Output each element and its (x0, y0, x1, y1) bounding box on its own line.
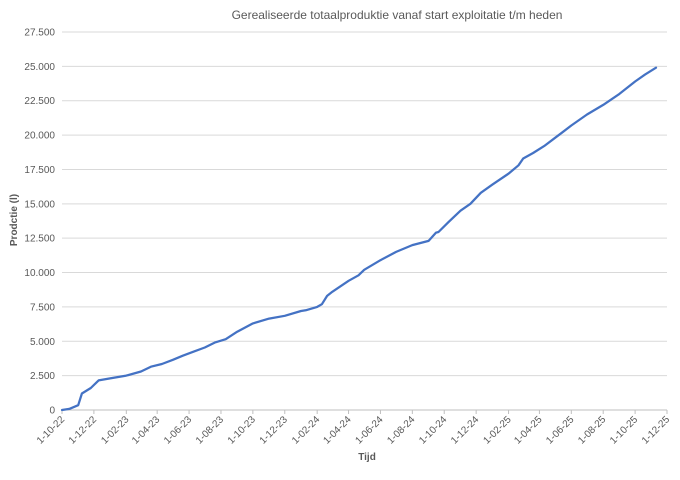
x-tick-label: 1-10-23 (226, 414, 258, 446)
y-tick-label: 25.000 (24, 62, 55, 73)
x-tick-label: 1-10-22 (35, 414, 67, 446)
y-tick-label: 0 (49, 406, 55, 417)
x-tick-label: 1-10-24 (417, 414, 449, 446)
y-tick-label: 10.000 (24, 268, 55, 279)
x-tick-label: 1-12-24 (449, 414, 481, 446)
y-tick-label: 12.500 (24, 234, 55, 245)
x-tick-label: 1-04-23 (130, 414, 162, 446)
x-tick-label: 1-04-24 (322, 414, 354, 446)
gridlines (62, 31, 667, 411)
x-tick-label: 1-12-25 (640, 414, 672, 446)
y-tick-label: 15.000 (24, 199, 55, 210)
x-tick-label: 1-08-24 (385, 414, 417, 446)
x-tick-label: 1-08-25 (576, 414, 608, 446)
series-line-0 (60, 66, 658, 412)
y-axis-label: Prodctie (l) (9, 194, 20, 246)
y-tick-label: 2.500 (30, 371, 55, 382)
y-tick-labels: 0 2.500 5.000 7.500 10.000 12.500 15.000 17.500… (24, 28, 55, 417)
x-tick-label: 1-06-23 (162, 414, 194, 446)
x-tick-label: 1-08-23 (194, 414, 226, 446)
y-tick-label: 20.000 (24, 131, 55, 142)
y-tick-label: 17.500 (24, 165, 55, 176)
x-tick-label: 1-06-24 (353, 414, 385, 446)
chart-title: Gerealiseerde totaalproduktie vanaf star… (232, 8, 563, 22)
x-tick-labels: 1-10-22 1-12-22 1-02-231-04-23 1-06-23 1-08-… (35, 410, 672, 446)
y-tick-label: 7.500 (30, 302, 55, 313)
x-tick-label: 1-12-22 (67, 414, 99, 446)
y-tick-label: 5.000 (30, 337, 55, 348)
y-tick-label: 27.500 (24, 28, 55, 39)
x-axis-label: Tijd (358, 452, 376, 463)
x-tick-label: 1-12-23 (258, 414, 290, 446)
x-tick-label: 1-04-25 (512, 414, 544, 446)
series-layer (60, 66, 658, 412)
x-tick-label: 1-10-25 (608, 414, 640, 446)
x-tick-label: 1-02-25 (482, 414, 514, 446)
x-tick-label: 1-02-24 (290, 414, 322, 446)
x-tick-label: 1-06-25 (544, 414, 576, 446)
y-tick-label: 22.500 (24, 96, 55, 107)
x-tick-label: 1-02-23 (99, 414, 131, 446)
